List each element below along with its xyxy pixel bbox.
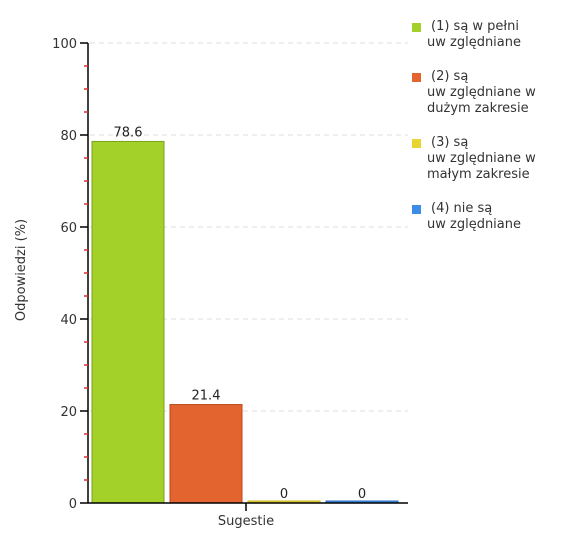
legend-label: uw zględniane w (427, 151, 536, 166)
y-ticks: 0 20 40 60 80 100 (52, 37, 88, 512)
data-label: 0 (280, 487, 288, 502)
legend-swatch (412, 73, 421, 82)
legend-label: dużym zakresie (427, 101, 529, 116)
y-tick-label: 60 (60, 221, 77, 236)
bar (169, 404, 243, 504)
legend-label: (2) są (431, 69, 468, 84)
y-tick-label: 0 (69, 497, 77, 512)
data-label: 21.4 (192, 389, 221, 404)
legend-label: małym zakresie (427, 167, 530, 182)
y-axis-title: Odpowiedzi (%) (14, 219, 29, 321)
y-tick-label: 100 (52, 37, 77, 52)
legend-label: (1) są w pełni (431, 19, 519, 34)
legend-label: uw zględniane (427, 217, 521, 232)
y-tick-label: 20 (60, 405, 77, 420)
x-axis-title: Sugestie (218, 514, 274, 529)
legend-label: (3) są (431, 135, 468, 150)
y-tick-label: 40 (60, 313, 77, 328)
bars (91, 140, 399, 504)
legend-label: (4) nie są (431, 201, 492, 216)
legend-swatch (412, 205, 421, 214)
data-labels: 78.6 21.4 0 0 (114, 125, 367, 502)
data-label: 0 (358, 487, 366, 502)
legend-swatch (412, 139, 421, 148)
y-tick-label: 80 (60, 129, 77, 144)
legend-swatch (412, 23, 421, 32)
legend-label: uw zględniane (427, 35, 521, 50)
grid (90, 42, 408, 412)
data-label: 78.6 (114, 125, 143, 140)
bar (91, 140, 165, 504)
legend-label: uw zględniane w (427, 85, 536, 100)
